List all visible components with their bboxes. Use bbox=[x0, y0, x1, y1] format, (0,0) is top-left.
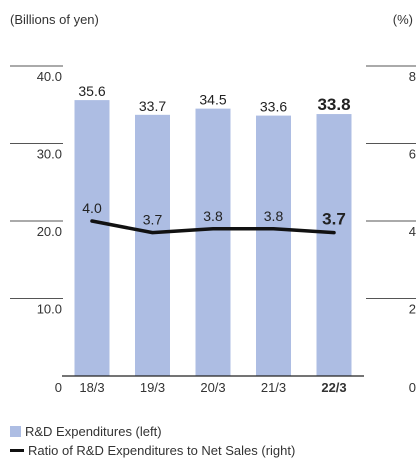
ratio-data-label: 3.7 bbox=[143, 212, 163, 228]
left-axis-unit: (Billions of yen) bbox=[10, 12, 99, 27]
left-tick-label: 0 bbox=[55, 380, 62, 395]
left-tick-label: 40.0 bbox=[37, 69, 62, 84]
bar-data-label: 33.6 bbox=[260, 99, 287, 115]
legend-item-bar: R&D Expenditures (left) bbox=[10, 424, 162, 439]
right-axis-unit: (%) bbox=[392, 12, 413, 27]
ratio-data-label: 4.0 bbox=[82, 200, 102, 216]
left-tick-label: 10.0 bbox=[37, 302, 62, 317]
right-tick-label: 4 bbox=[409, 224, 416, 239]
ratio-data-label: 3.8 bbox=[264, 208, 284, 224]
bar bbox=[135, 114, 170, 376]
legend-swatch-line bbox=[10, 449, 24, 452]
legend-item-line: Ratio of R&D Expenditures to Net Sales (… bbox=[10, 443, 295, 458]
bar-data-label: 35.6 bbox=[78, 83, 105, 99]
bar-series bbox=[74, 100, 352, 377]
left-axis-ticks: 0 10.0 20.0 30.0 40.0 bbox=[10, 65, 63, 395]
x-tick-label: 18/3 bbox=[79, 380, 104, 395]
right-tick-label: 6 bbox=[409, 147, 416, 162]
bar bbox=[74, 100, 110, 376]
bar-data-label: 33.7 bbox=[139, 98, 166, 114]
right-axis-ticks: 0 2 4 6 8 bbox=[366, 65, 416, 395]
ratio-line bbox=[90, 219, 336, 235]
right-tick-label: 8 bbox=[409, 69, 416, 84]
legend-swatch-bar bbox=[10, 426, 21, 437]
ratio-data-labels: 4.0 3.7 3.8 3.8 3.7 bbox=[82, 200, 346, 229]
ratio-line-series bbox=[90, 219, 336, 235]
x-tick-label: 22/3 bbox=[321, 380, 346, 395]
left-tick-label: 20.0 bbox=[37, 224, 62, 239]
bar bbox=[316, 114, 352, 377]
ratio-data-label: 3.7 bbox=[322, 210, 346, 229]
bar bbox=[256, 115, 291, 376]
bar-data-label: 34.5 bbox=[199, 92, 226, 108]
x-tick-label: 19/3 bbox=[140, 380, 165, 395]
left-tick-label: 30.0 bbox=[37, 147, 62, 162]
bar-data-label: 33.8 bbox=[317, 95, 350, 114]
x-tick-label: 21/3 bbox=[261, 380, 286, 395]
bar bbox=[195, 108, 231, 376]
legend-label-bar: R&D Expenditures (left) bbox=[25, 424, 162, 439]
x-tick-label: 20/3 bbox=[200, 380, 225, 395]
right-tick-label: 0 bbox=[409, 380, 416, 395]
x-tick-labels: 18/3 19/3 20/3 21/3 22/3 bbox=[79, 380, 346, 395]
right-tick-label: 2 bbox=[409, 302, 416, 317]
legend-label-line: Ratio of R&D Expenditures to Net Sales (… bbox=[28, 443, 296, 458]
bar-data-labels: 35.6 33.7 34.5 33.6 33.8 bbox=[78, 83, 350, 115]
ratio-data-label: 3.8 bbox=[203, 208, 223, 224]
